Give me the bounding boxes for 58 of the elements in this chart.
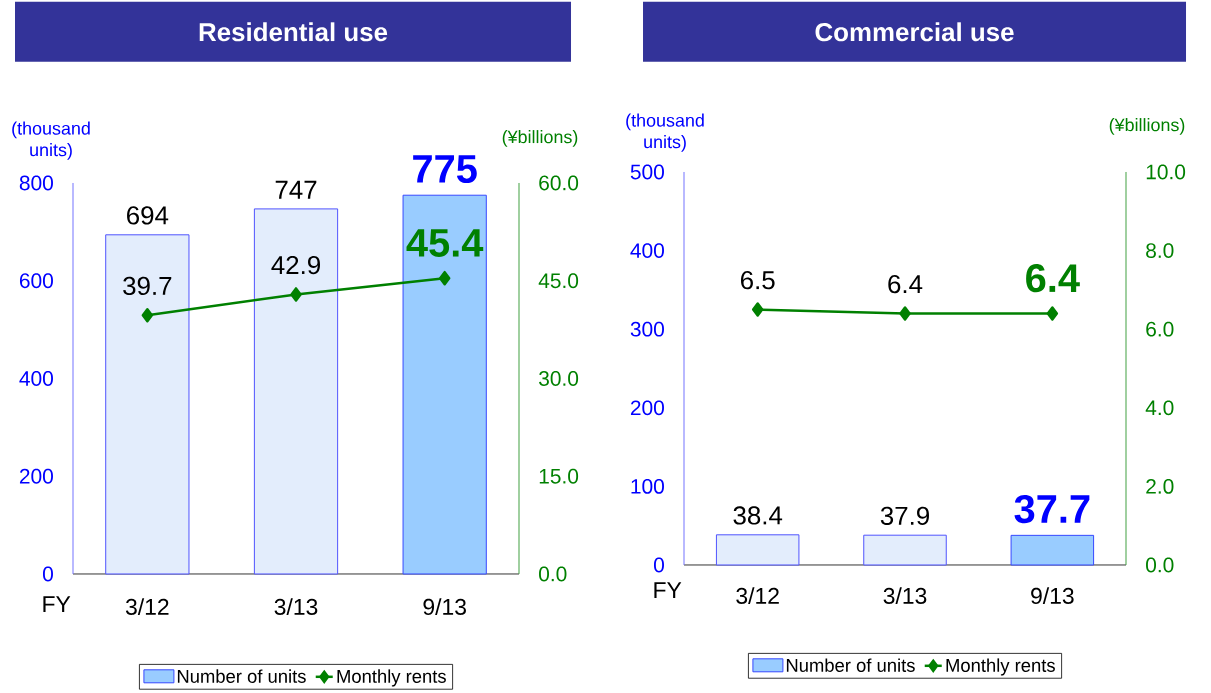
x-tick-label: 3/13 [274, 598, 318, 616]
legend-label: Number of units [177, 669, 306, 683]
bar [402, 194, 487, 575]
point [141, 308, 154, 323]
chart-title: Commercial use [815, 22, 1014, 42]
y2-tick-label: 45.0 [538, 273, 579, 289]
data-label: 37.9 [880, 506, 929, 525]
y-tick-label: 0 [42, 566, 53, 582]
point [438, 270, 451, 286]
x-axis-title: FY [654, 582, 682, 598]
data-label: 38.4 [733, 506, 783, 525]
y-tick-label: 400 [630, 243, 664, 258]
data-label: 775 [413, 155, 477, 184]
y-axis-title: (thousand units) [12, 121, 90, 160]
point [290, 287, 302, 302]
bar [253, 208, 339, 575]
legend-label: Number of units [786, 658, 915, 672]
y2-tick-label: 8.0 [1146, 243, 1174, 258]
chart-title: Residential use [199, 22, 388, 42]
y2-tick-label: 4.0 [1145, 400, 1174, 416]
x-axis-title: FY [43, 596, 71, 612]
x-tick-label: 3/12 [125, 598, 169, 616]
data-label: 747 [275, 180, 317, 199]
y2-tick-label: 30.0 [539, 371, 579, 386]
data-label: 6.4 [888, 274, 923, 294]
data-label: 694 [127, 206, 169, 225]
y-tick-label: 500 [630, 164, 664, 180]
x-tick-label: 9/13 [1031, 587, 1074, 605]
y-axis-title: (thousand units) [626, 113, 704, 152]
y2-tick-label: 60.0 [539, 175, 579, 191]
y2-tick-label: 15.0 [539, 468, 579, 484]
data-label: 42.9 [271, 255, 320, 275]
data-label: 45.4 [406, 229, 484, 257]
y-tick-label: 300 [630, 321, 664, 337]
y2-tick-label: 10.0 [1146, 164, 1186, 180]
legend-label: Monthly rents [946, 658, 1055, 676]
data-label: 6.4 [1026, 264, 1080, 293]
x-tick-label: 3/12 [736, 587, 779, 605]
data-label: 37.7 [1014, 494, 1090, 524]
y-tick-label: 200 [630, 400, 664, 416]
y2-tick-label: 6.0 [1146, 321, 1174, 337]
legend-label: Monthly rents [337, 669, 446, 687]
y-tick-label: 200 [19, 468, 53, 484]
y2-axis-title: (¥billions) [502, 130, 578, 147]
x-tick-label: 9/13 [423, 598, 466, 616]
data-label: 39.7 [123, 276, 172, 296]
y2-tick-label: 0.0 [1146, 557, 1174, 573]
data-label: 6.5 [740, 270, 775, 290]
x-tick-label: 3/13 [883, 587, 927, 605]
bar [105, 234, 190, 575]
y2-tick-label: 0.0 [539, 566, 567, 582]
y-tick-label: 400 [19, 371, 53, 386]
y2-tick-label: 2.0 [1146, 478, 1174, 494]
y-tick-label: 600 [19, 273, 53, 289]
y2-axis-title: (¥billions) [1109, 118, 1185, 135]
y-tick-label: 0 [653, 557, 664, 573]
y-tick-label: 100 [631, 478, 664, 494]
y-tick-label: 800 [19, 175, 53, 191]
